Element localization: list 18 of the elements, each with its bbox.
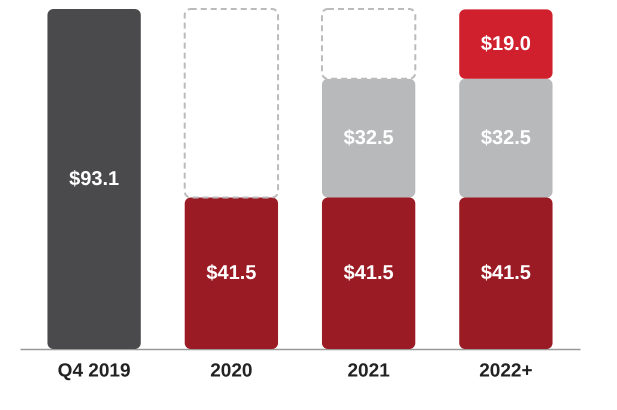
data-label: $41.5 <box>206 262 256 284</box>
data-label: $41.5 <box>344 262 394 284</box>
data-label: $41.5 <box>480 262 531 284</box>
x-tick-label: 2020 <box>210 360 253 382</box>
data-label: $32.5 <box>344 127 394 150</box>
bar <box>47 9 141 349</box>
x-tick-label: Q4 2019 <box>58 360 131 382</box>
bar <box>459 9 553 79</box>
x-tick-label: 2022+ <box>479 360 533 382</box>
bar <box>459 197 553 349</box>
bar <box>322 197 416 349</box>
bar <box>184 197 278 349</box>
data-label: $32.5 <box>480 127 531 150</box>
data-label: $19.0 <box>480 33 531 56</box>
data-label: $93.1 <box>69 168 120 190</box>
bar <box>184 8 280 198</box>
bar <box>459 78 553 198</box>
x-tick-label: 2021 <box>347 360 390 382</box>
